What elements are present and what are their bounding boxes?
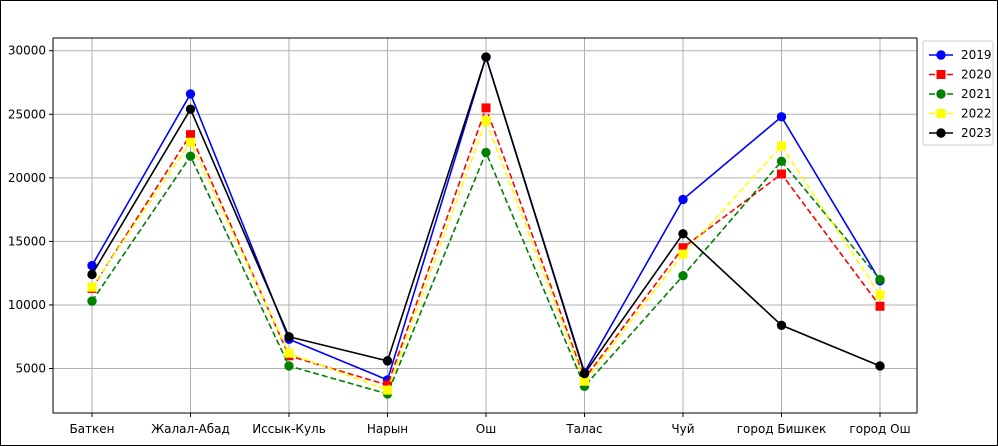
data-point (580, 376, 589, 386)
data-point (284, 361, 294, 371)
data-point (383, 385, 392, 395)
data-point (678, 194, 688, 205)
data-point (186, 137, 195, 147)
y-tick-label: 5000 (15, 362, 46, 376)
series-line (91, 118, 881, 392)
data-point (875, 274, 885, 285)
legend-box (922, 40, 994, 146)
x-tick-label: Нарын (367, 422, 408, 436)
plot-area-frame (52, 37, 918, 414)
legend-label: 2020 (961, 68, 992, 82)
x-tick-label: Иссык-Куль (252, 422, 326, 436)
legend-marker (936, 70, 946, 79)
y-tick-label: 20000 (8, 171, 46, 185)
legend-label: 2019 (961, 48, 992, 62)
x-tick-label: Талас (565, 422, 602, 436)
grid (53, 38, 917, 413)
data-point (678, 229, 688, 239)
data-point (185, 104, 196, 114)
series-2022 (87, 116, 885, 395)
legend-label: 2021 (961, 87, 992, 101)
x-tick-label: город Ош (849, 422, 910, 436)
data-point (481, 103, 491, 113)
data-point (382, 356, 393, 366)
series-2023 (87, 52, 885, 379)
data-point (87, 296, 97, 306)
legend-marker (936, 50, 946, 60)
data-point (875, 361, 885, 371)
x-tick-label: город Бишкек (737, 422, 827, 436)
data-point (777, 141, 786, 151)
legend-marker (936, 109, 946, 118)
data-point (776, 320, 787, 330)
y-tick-label: 30000 (8, 44, 46, 58)
data-point (284, 332, 294, 342)
x-tick-label: Баткен (69, 422, 114, 436)
data-point (87, 282, 97, 292)
y-tick-label: 15000 (8, 234, 46, 248)
data-point (284, 348, 294, 358)
data-point (776, 112, 787, 122)
data-point (678, 271, 688, 281)
data-point (481, 116, 491, 126)
data-point (875, 301, 885, 311)
x-tick-label: Чуй (671, 422, 694, 436)
legend-marker (936, 128, 946, 138)
y-tick-label: 10000 (8, 298, 46, 312)
x-tick-label: Ош (476, 422, 496, 436)
data-point (777, 169, 786, 179)
data-point (678, 249, 688, 259)
data-point (87, 269, 97, 280)
data-point (186, 130, 195, 140)
legend-label: 2022 (961, 107, 992, 121)
data-point (185, 151, 196, 161)
data-point (776, 156, 787, 167)
x-tick-label: Жалал-Абад (151, 422, 230, 436)
y-tick-label: 25000 (8, 107, 46, 121)
data-point (481, 52, 491, 62)
data-point (875, 290, 885, 300)
data-point (185, 89, 196, 99)
legend-marker (936, 89, 946, 99)
legend-label: 2023 (961, 126, 992, 140)
data-point (481, 147, 491, 158)
legend: 2019 2020 2021 2022 2023 (922, 40, 994, 146)
data-point (579, 368, 590, 379)
